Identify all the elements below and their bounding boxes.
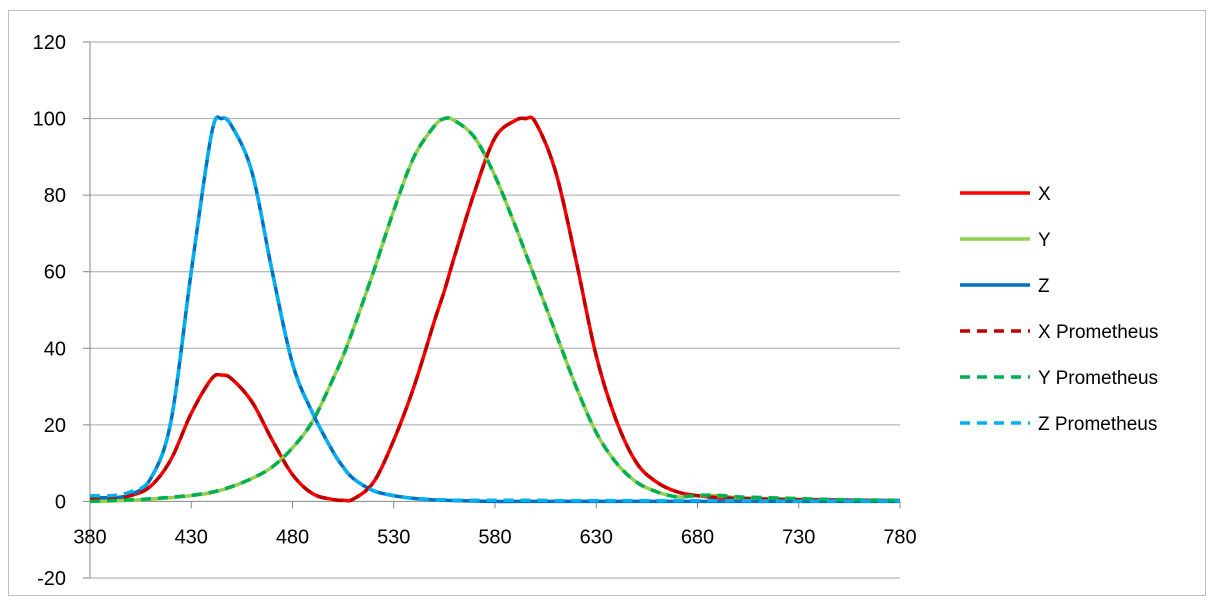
plot-area — [89, 115, 901, 504]
legend-item-y: Y — [960, 230, 1051, 251]
legend-item-z: Z — [960, 276, 1050, 297]
y-tick-label: -20 — [37, 568, 66, 590]
y-tick-label: 80 — [44, 185, 66, 207]
x-tick-label: 430 — [175, 526, 208, 548]
series-line-z-prometheus — [89, 115, 900, 503]
y-tick-labels: -20 0 20 40 60 80 100 120 — [33, 32, 66, 590]
legend-label: Y Prometheus — [1038, 368, 1158, 389]
x-tick-label: 580 — [478, 526, 511, 548]
x-tick-label: 630 — [580, 526, 613, 548]
series-line-y-prometheus — [89, 116, 901, 504]
series-line-x-prometheus — [89, 115, 901, 503]
chart-frame — [8, 10, 1206, 596]
legend-label: Z Prometheus — [1038, 414, 1157, 435]
y-tick-label: 100 — [33, 109, 66, 131]
x-tick-labels: 380 430 480 530 580 630 680 730 780 — [73, 526, 916, 548]
legend-label: Z — [1038, 276, 1050, 297]
y-tick-label: 120 — [33, 32, 66, 54]
x-tick-label: 730 — [782, 526, 815, 548]
y-tick-label: 0 — [55, 491, 66, 513]
legend-item-x-prometheus: X Prometheus — [960, 322, 1158, 343]
x-tick-label: 680 — [681, 526, 714, 548]
y-tick-label: 60 — [44, 262, 66, 284]
y-tick-label: 20 — [44, 415, 66, 437]
legend-item-x: X — [960, 184, 1051, 205]
legend-label: X — [1038, 184, 1051, 205]
x-tick-label: 480 — [276, 526, 309, 548]
legend: X Y Z X Prometheus Y Prometheus Z Prometheus — [960, 184, 1158, 435]
y-tick-label: 40 — [44, 338, 66, 360]
legend-item-z-prometheus: Z Prometheus — [960, 414, 1157, 435]
x-tick-label: 530 — [377, 526, 410, 548]
gridlines — [90, 41, 900, 579]
x-tick-label: 780 — [883, 526, 916, 548]
legend-label: Y — [1038, 230, 1051, 251]
x-tick-label: 380 — [73, 526, 106, 548]
legend-label: X Prometheus — [1038, 322, 1158, 343]
legend-item-y-prometheus: Y Prometheus — [960, 368, 1158, 389]
